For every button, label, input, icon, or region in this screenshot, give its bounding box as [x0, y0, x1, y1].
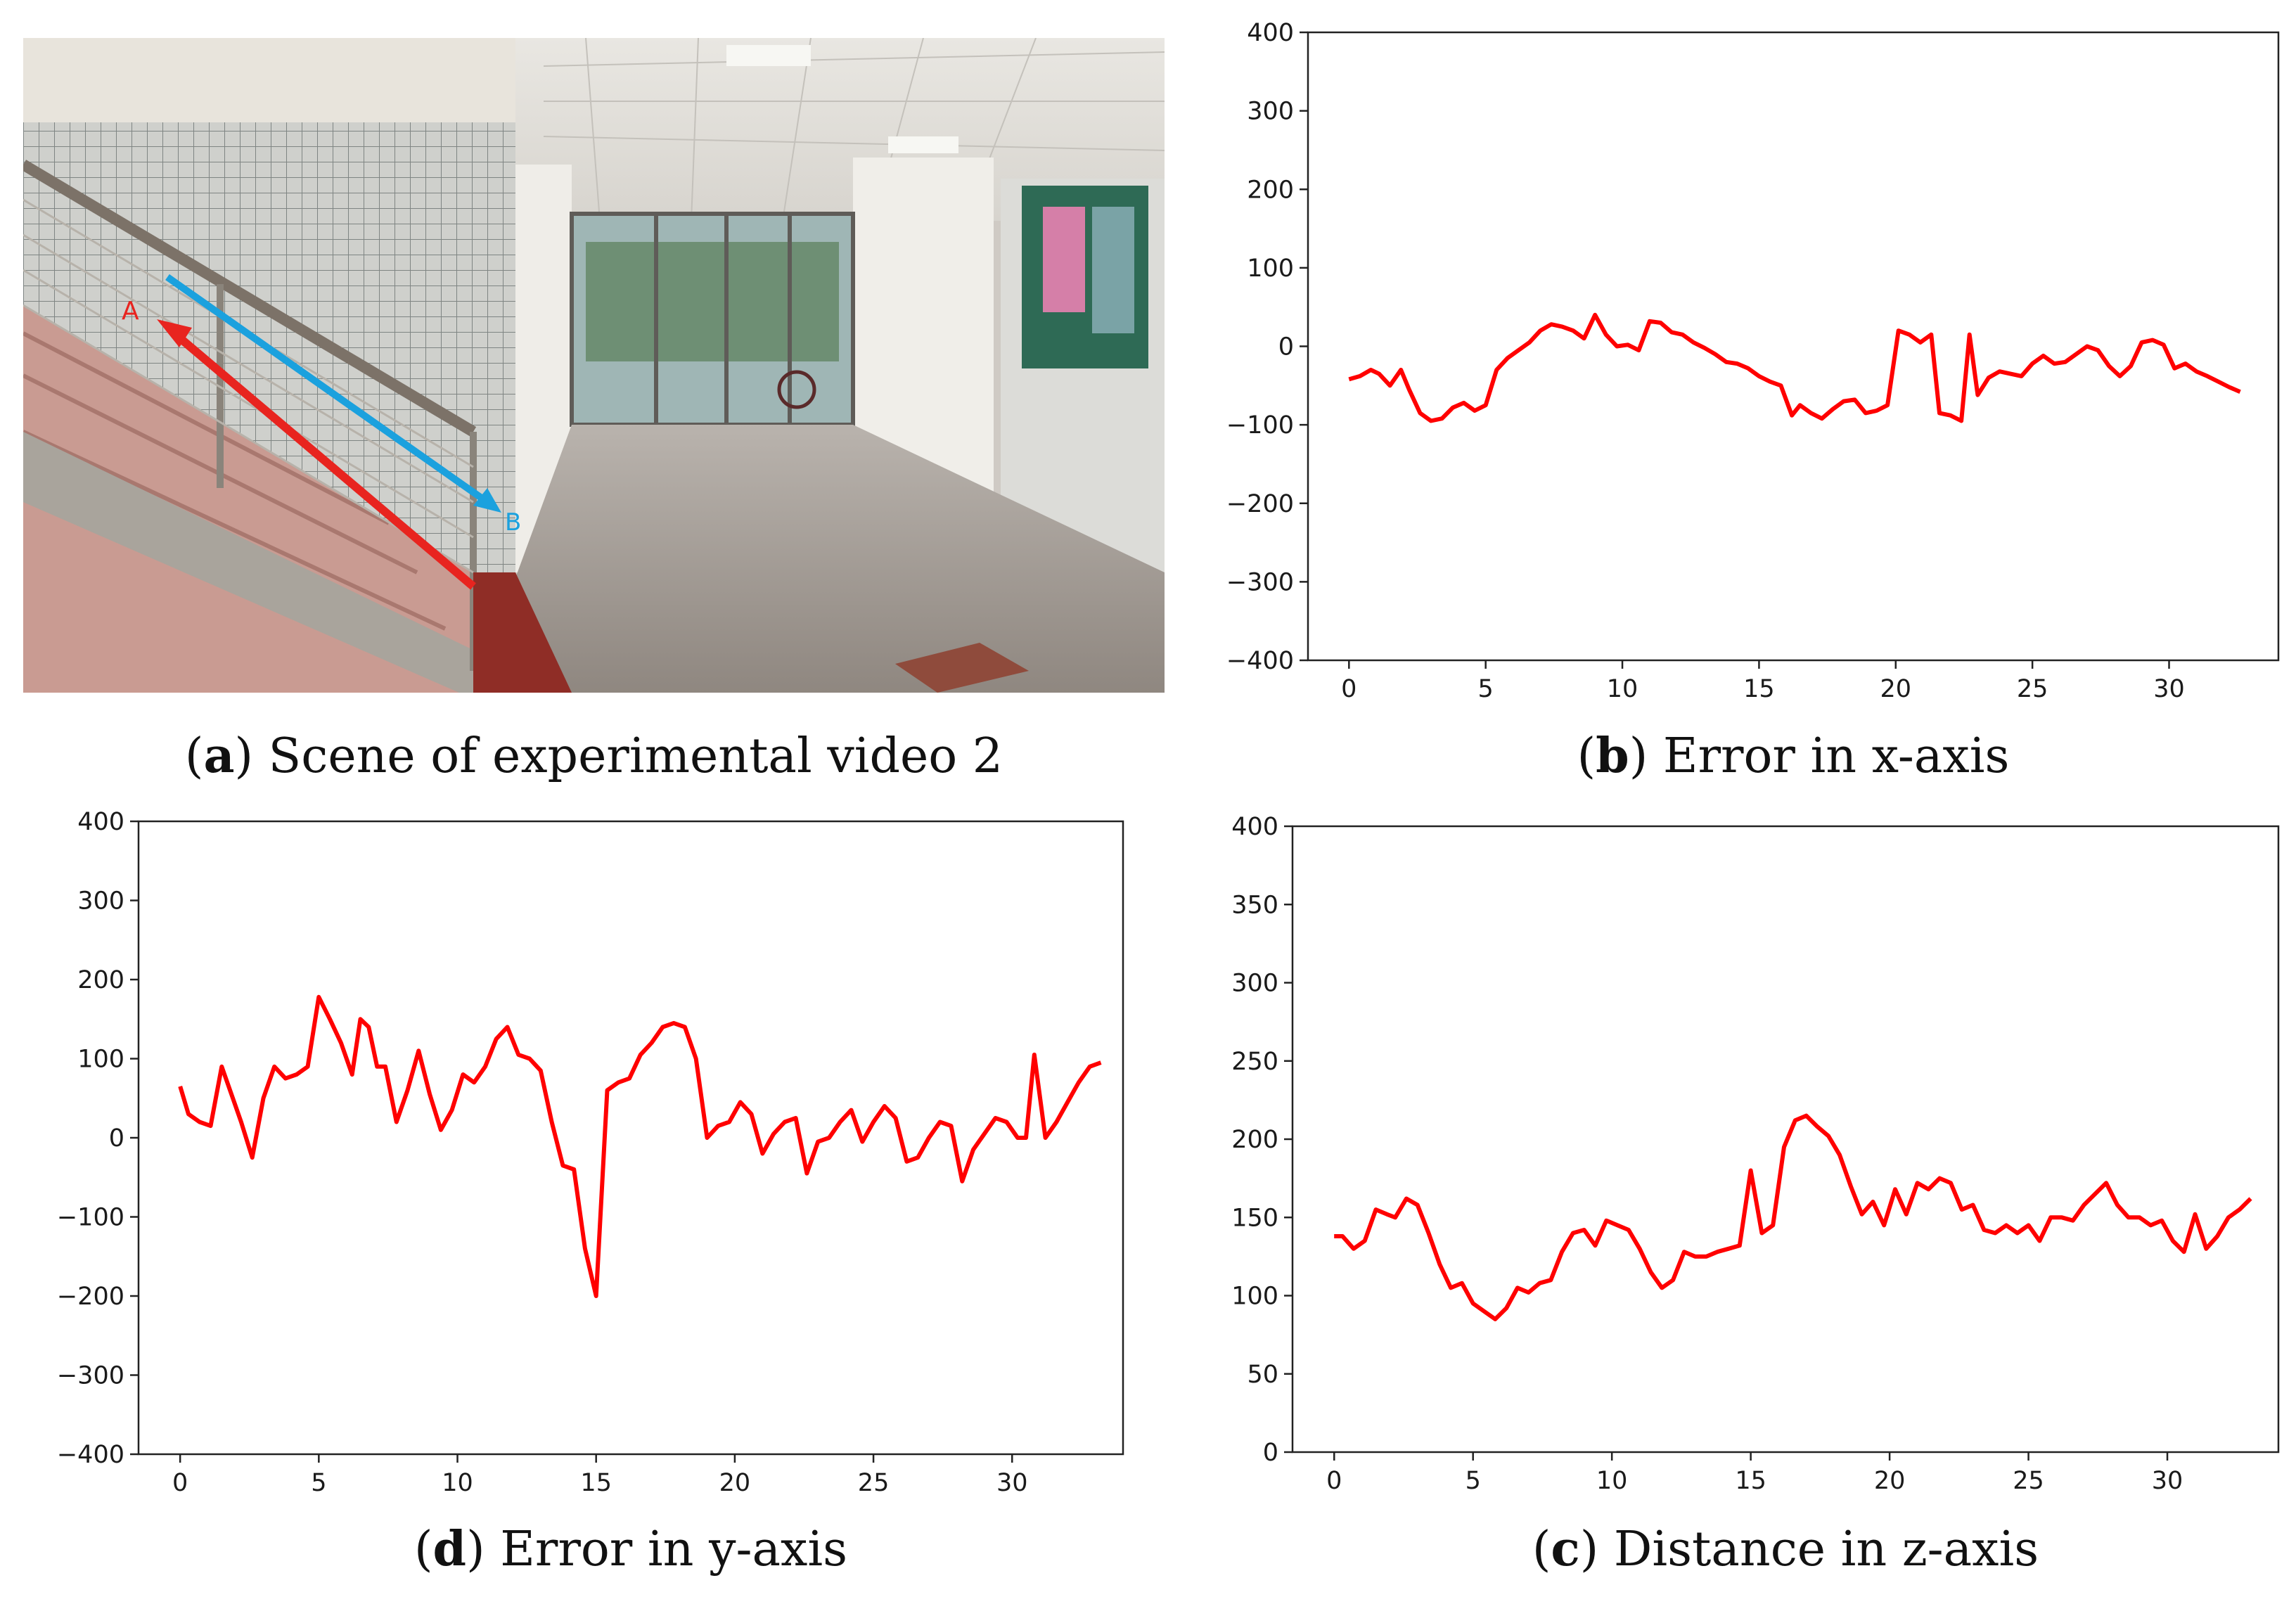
marker-b: B [505, 508, 521, 537]
y-tick-label: 200 [1247, 176, 1294, 204]
x-tick-label: 20 [1880, 675, 1912, 703]
chart-d-group: 400 300 200 100 0 −100 −200 −300 −400 0 5 10 15 20 25 3… [57, 808, 1124, 1497]
x-tick-label: 15 [580, 1469, 612, 1497]
y-tick-label: 300 [77, 887, 124, 916]
y-tick-label: 100 [77, 1046, 124, 1074]
caption-d: (d) Error in y-axis [413, 1521, 848, 1577]
y-tick-label: −400 [1226, 647, 1294, 675]
y-tick-label: 0 [1278, 333, 1294, 361]
caption-c: (c) Distance in z-axis [1532, 1521, 2039, 1577]
y-tick-label: −300 [57, 1362, 124, 1390]
x-tick-label: 10 [1596, 1467, 1628, 1495]
caption-d-letter: d [432, 1521, 467, 1577]
caption-c-letter: c [1551, 1521, 1580, 1577]
y-tick-label: 400 [77, 808, 124, 836]
series-line [1348, 312, 2241, 423]
x-tick-label: 5 [1466, 1467, 1481, 1495]
y-tick-label: −400 [57, 1441, 124, 1469]
x-tick-label: 25 [2013, 1467, 2044, 1495]
x-tick-label: 25 [858, 1469, 890, 1497]
y-tick-label: 300 [1247, 98, 1294, 126]
y-tick-label: 350 [1231, 891, 1278, 919]
x-tick-label: 25 [2017, 675, 2048, 703]
y-tick-label: 100 [1247, 255, 1294, 283]
scene-photo: A B [23, 38, 1165, 693]
y-tick-label: −200 [57, 1283, 124, 1311]
caption-c-text: Distance in z-axis [1598, 1522, 2039, 1577]
x-tick-label: 0 [1341, 675, 1357, 703]
y-tick-label: 400 [1231, 813, 1278, 841]
chart-b-group: 400 300 200 100 0 −100 −200 −300 −400 0 5 10 15 20 25 3… [1226, 19, 2280, 703]
y-tick-label: −200 [1226, 490, 1294, 518]
caption-b-text: Error in x-axis [1648, 729, 2010, 784]
y-tick-label: 300 [1231, 970, 1278, 998]
scene-illustration: A B [23, 38, 1165, 693]
chart-d-y-error: 400 300 200 100 0 −100 −200 −300 −400 0 5 10 15 20 25 3… [57, 808, 1124, 1497]
chart-b-x-error: 400 300 200 100 0 −100 −200 −300 −400 0 5 10 15 20 25 3… [1226, 19, 2280, 703]
caption-b: (b) Error in x-axis [1577, 728, 2010, 784]
x-tick-label: 30 [996, 1469, 1028, 1497]
series-line [178, 994, 1102, 1298]
marker-a: A [122, 297, 139, 326]
y-tick-label: 0 [1263, 1439, 1278, 1467]
y-tick-label: 250 [1231, 1048, 1278, 1076]
y-tick-label: 100 [1231, 1283, 1278, 1311]
x-tick-label: 0 [1326, 1467, 1342, 1495]
plot-frame [137, 820, 1124, 1456]
y-tick-label: 200 [1231, 1126, 1278, 1154]
y-tick-label: −100 [1226, 411, 1294, 440]
x-tick-label: 10 [442, 1469, 473, 1497]
y-tick-label: 200 [77, 966, 124, 994]
y-tick-label: 0 [109, 1124, 124, 1153]
y-tick-label: 150 [1231, 1204, 1278, 1232]
x-tick-label: 20 [719, 1469, 751, 1497]
x-tick-label: 15 [1735, 1467, 1766, 1495]
x-tick-label: 30 [2153, 675, 2185, 703]
x-tick-label: 15 [1743, 675, 1775, 703]
y-tick-label: 400 [1247, 19, 1294, 47]
caption-a-letter: a [203, 728, 235, 784]
chart-c-z-distance: 400 350 300 250 200 150 100 50 0 0 5 10 15 20 25 30 [1231, 813, 2280, 1495]
y-tick-label: 50 [1247, 1361, 1278, 1389]
caption-b-letter: b [1596, 728, 1629, 784]
caption-d-text: Error in y-axis [485, 1522, 848, 1577]
x-tick-label: 20 [1874, 1467, 1906, 1495]
x-tick-label: 0 [172, 1469, 188, 1497]
caption-a-text: Scene of experimental video 2 [253, 729, 1003, 784]
x-tick-label: 30 [2152, 1467, 2183, 1495]
y-tick-label: −300 [1226, 568, 1294, 596]
x-tick-label: 5 [1478, 675, 1494, 703]
series-line [1334, 1113, 2252, 1321]
plot-frame [1307, 31, 2280, 662]
chart-c-group: 400 350 300 250 200 150 100 50 0 0 5 10 15 20 25 30 [1231, 813, 2280, 1495]
x-tick-label: 10 [1607, 675, 1638, 703]
x-tick-label: 5 [311, 1469, 326, 1497]
y-tick-label: −100 [57, 1204, 124, 1232]
caption-a: (a) Scene of experimental video 2 [184, 728, 1003, 784]
